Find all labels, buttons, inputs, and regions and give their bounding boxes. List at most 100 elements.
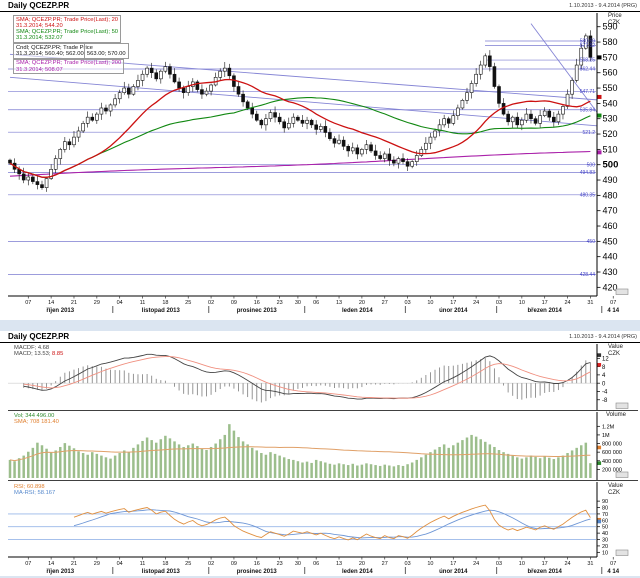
macd-legend-line1: MACDF; 4.68 xyxy=(14,345,50,351)
x-day-label: 09 xyxy=(231,300,237,306)
volume-legend: Vol; 344 496.00 SMA; 708 181.40 xyxy=(14,413,59,426)
macd-tick-label: 0 xyxy=(602,381,606,387)
x-day-label: 14 xyxy=(48,561,54,567)
rsi-ma xyxy=(73,509,591,539)
axis-price-marker xyxy=(597,150,602,155)
price-tick-label: 480 xyxy=(603,190,618,200)
volume-axis-ticks: 1.2M 1M 800 000 600 000 400 000 200 000 xyxy=(597,424,622,473)
x-day-label: 10 xyxy=(519,561,525,567)
x-day-label: 29 xyxy=(94,300,100,306)
axis-resize-handle-icon[interactable] xyxy=(615,471,629,478)
axis-volume-marker xyxy=(597,445,602,450)
rsi-axis-unit-line2: CZK xyxy=(608,489,620,496)
axis-price-marker xyxy=(597,94,602,99)
axis-volume-marker xyxy=(597,461,602,465)
x-day-label: 18 xyxy=(162,300,168,306)
volume-tick-label: 800 000 xyxy=(602,442,622,448)
price-tick-label: 520 xyxy=(603,129,618,139)
macd xyxy=(23,353,591,400)
x-month-label: prosinec 2013 xyxy=(237,569,278,575)
price-tick-label: 500 xyxy=(603,160,619,171)
price-axis-ticks: 590 580 570 560 550 540 530 520 510 500 490 480 470 4… xyxy=(597,22,619,292)
rsi-tick-label: 70 xyxy=(602,512,608,518)
x-day-label: 17 xyxy=(542,561,548,567)
top-chart-title: Daily QCEZP.PR xyxy=(8,1,70,10)
x-day-label: 10 xyxy=(427,300,433,306)
legend-line-sma50: SMA; QCEZP.PR; Trade Price(Last); 50 xyxy=(16,29,119,36)
x-month-label: říjen 2013 xyxy=(46,569,74,575)
sma20-line xyxy=(9,78,591,178)
axis-price-marker xyxy=(597,55,602,60)
level-label: 535.84 xyxy=(580,107,596,113)
x-day-label: 02 xyxy=(208,300,214,306)
level-label: 500 xyxy=(587,162,596,168)
axis-resize-handle-icon[interactable] xyxy=(615,288,629,295)
x-day-label: 14 xyxy=(48,300,54,306)
x-day-label: 24 xyxy=(564,561,570,567)
macd-tick-label: -8 xyxy=(602,398,608,404)
section-separator xyxy=(0,320,640,331)
axis-resize-handle-icon[interactable] xyxy=(615,549,629,556)
volume-tick-label: 1.2M xyxy=(602,424,615,430)
rsi-tick-label: 50 xyxy=(602,525,608,531)
axis-resize-handle-icon[interactable] xyxy=(615,402,629,409)
x-day-label: 17 xyxy=(542,300,548,306)
x-month-label: listopad 2013 xyxy=(142,308,181,314)
bottom-chart-title: Daily QCEZP.PR xyxy=(8,332,70,341)
x-day-label: 16 xyxy=(254,561,260,567)
macd-tick-label: -4 xyxy=(602,390,608,396)
x-day-label: 27 xyxy=(382,300,388,306)
volume-tick-label: 1M xyxy=(602,433,610,439)
level-label: 450 xyxy=(587,239,596,245)
candles xyxy=(8,30,593,192)
volume-tick-label: 600 000 xyxy=(602,450,622,456)
bottom-edge-strip xyxy=(0,576,640,578)
legend-line-sma20: SMA; QCEZP.PR; Trade Price(Last); 20 xyxy=(16,16,119,23)
support-resistance-levels xyxy=(8,40,596,275)
x-month-label: prosinec 2013 xyxy=(237,308,278,314)
x-day-label: 13 xyxy=(336,561,342,567)
volume-tick-label: 400 000 xyxy=(602,459,622,465)
x-day-label: 25 xyxy=(185,561,191,567)
price-tick-label: 540 xyxy=(603,98,618,108)
level-label: 580.69 xyxy=(580,39,596,45)
macd-axis-unit-line2: CZK xyxy=(608,350,620,357)
x-month-label: únor 2014 xyxy=(439,569,468,575)
x-day-label: 17 xyxy=(450,300,456,306)
rsi-tick-label: 60 xyxy=(602,518,608,524)
price-tick-label: 510 xyxy=(603,144,618,154)
price-tick-label: 490 xyxy=(603,175,618,185)
price-tick-label: 420 xyxy=(603,282,618,292)
x-month-label: listopad 2013 xyxy=(142,569,181,575)
x-day-label: 18 xyxy=(162,561,168,567)
rsi-ma-line xyxy=(73,509,591,539)
rsi-tick-label: 10 xyxy=(602,550,608,556)
x-day-label: 06 xyxy=(313,561,319,567)
macd-value: MACD; 13.53; xyxy=(14,351,53,358)
x-day-label: 11 xyxy=(140,561,146,567)
sma50-line xyxy=(9,97,591,178)
rsi-tick-label: 80 xyxy=(602,506,608,512)
price-legend-box-candle: Cndl; QCEZP.PR; Trade Price 31.3.2014; 5… xyxy=(13,43,129,59)
axis-price-marker xyxy=(597,113,602,118)
x-day-label: 07 xyxy=(610,300,616,306)
rsi-legend-line1: RSI; 60.898 xyxy=(14,484,45,490)
rsi xyxy=(73,504,591,541)
volume-tick-label: 200 000 xyxy=(602,467,622,473)
axis-rsi-marker xyxy=(597,519,602,524)
macd-line xyxy=(23,353,591,400)
x-day-label: 07 xyxy=(610,561,616,567)
legend-line-sma200-value: 31.3.2014; 508.07 xyxy=(16,66,63,73)
x-month-label: únor 2014 xyxy=(439,308,468,314)
rsi-legend: RSI; 60.898 MA-RSI; 58.167 xyxy=(14,484,55,497)
price-tick-label: 430 xyxy=(603,267,618,277)
x-day-label: 30 xyxy=(295,561,301,567)
macd-signal-line xyxy=(23,356,591,399)
price-tick-label: 570 xyxy=(603,52,618,62)
price-axis-unit: Price CZK xyxy=(608,13,622,26)
x-day-label: 23 xyxy=(277,561,283,567)
